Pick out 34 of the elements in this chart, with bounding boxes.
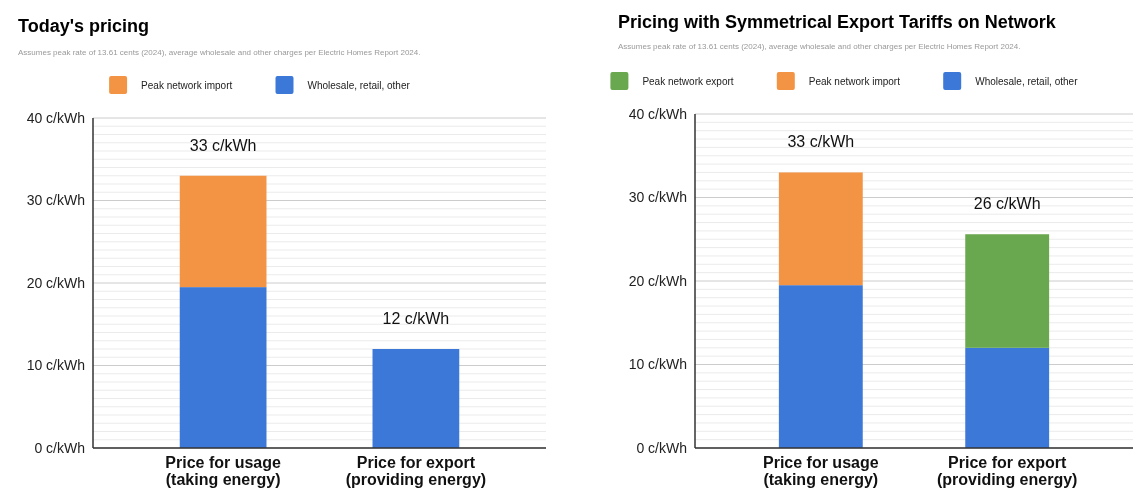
bar — [179, 175, 267, 288]
bar — [372, 349, 460, 448]
y-tick-label: 30 c/kWh — [628, 189, 687, 206]
y-tick-label: 0 c/kWh — [636, 439, 687, 456]
total-label: 26 c/kWh — [973, 195, 1041, 213]
total-label: 12 c/kWh — [382, 310, 450, 327]
x-tick-label: Price for usage (taking energy) — [165, 454, 282, 488]
total-label: 33 c/kWh — [787, 133, 855, 151]
bar — [179, 287, 267, 448]
total-label: 33 c/kWh — [189, 136, 257, 154]
chart-subtitle: Assumes peak rate of 13.61 cents (2024), average wholesale and other charges per Electric Homes Report 2024. — [618, 42, 1021, 51]
legend-label: Peak network import — [808, 76, 901, 87]
legend-label: Wholesale, retail, other — [307, 80, 411, 91]
chart-subtitle: Assumes peak rate of 13.61 cents (2024), average wholesale and other charges per Electric Homes Report 2024. — [18, 48, 421, 57]
chart-title: Pricing with Symmetrical Export Tariffs on Network — [618, 12, 1057, 32]
x-tick-label: Price for export (providing energy) — [936, 454, 1078, 488]
y-tick-label: 30 c/kWh — [26, 192, 85, 209]
legend-label: Peak network export — [642, 76, 734, 87]
chart-title: Today's pricing — [18, 16, 149, 36]
y-tick-label: 10 c/kWh — [26, 357, 85, 374]
bar — [778, 285, 863, 448]
bar — [965, 234, 1050, 348]
y-tick-label: 20 c/kWh — [26, 274, 85, 291]
y-tick-label: 20 c/kWh — [628, 272, 687, 289]
y-tick-label: 0 c/kWh — [34, 439, 85, 456]
x-tick-label: Price for export (providing energy) — [345, 454, 487, 488]
bar — [778, 172, 863, 286]
x-tick-label: Price for usage (taking energy) — [763, 454, 879, 488]
legend-label: Wholesale, retail, other — [975, 76, 1079, 87]
y-tick-label: 40 c/kWh — [628, 105, 687, 122]
legend-label: Peak network import — [141, 80, 233, 91]
y-tick-label: 40 c/kWh — [26, 109, 85, 126]
y-tick-label: 10 c/kWh — [628, 356, 687, 373]
bar — [965, 347, 1050, 448]
